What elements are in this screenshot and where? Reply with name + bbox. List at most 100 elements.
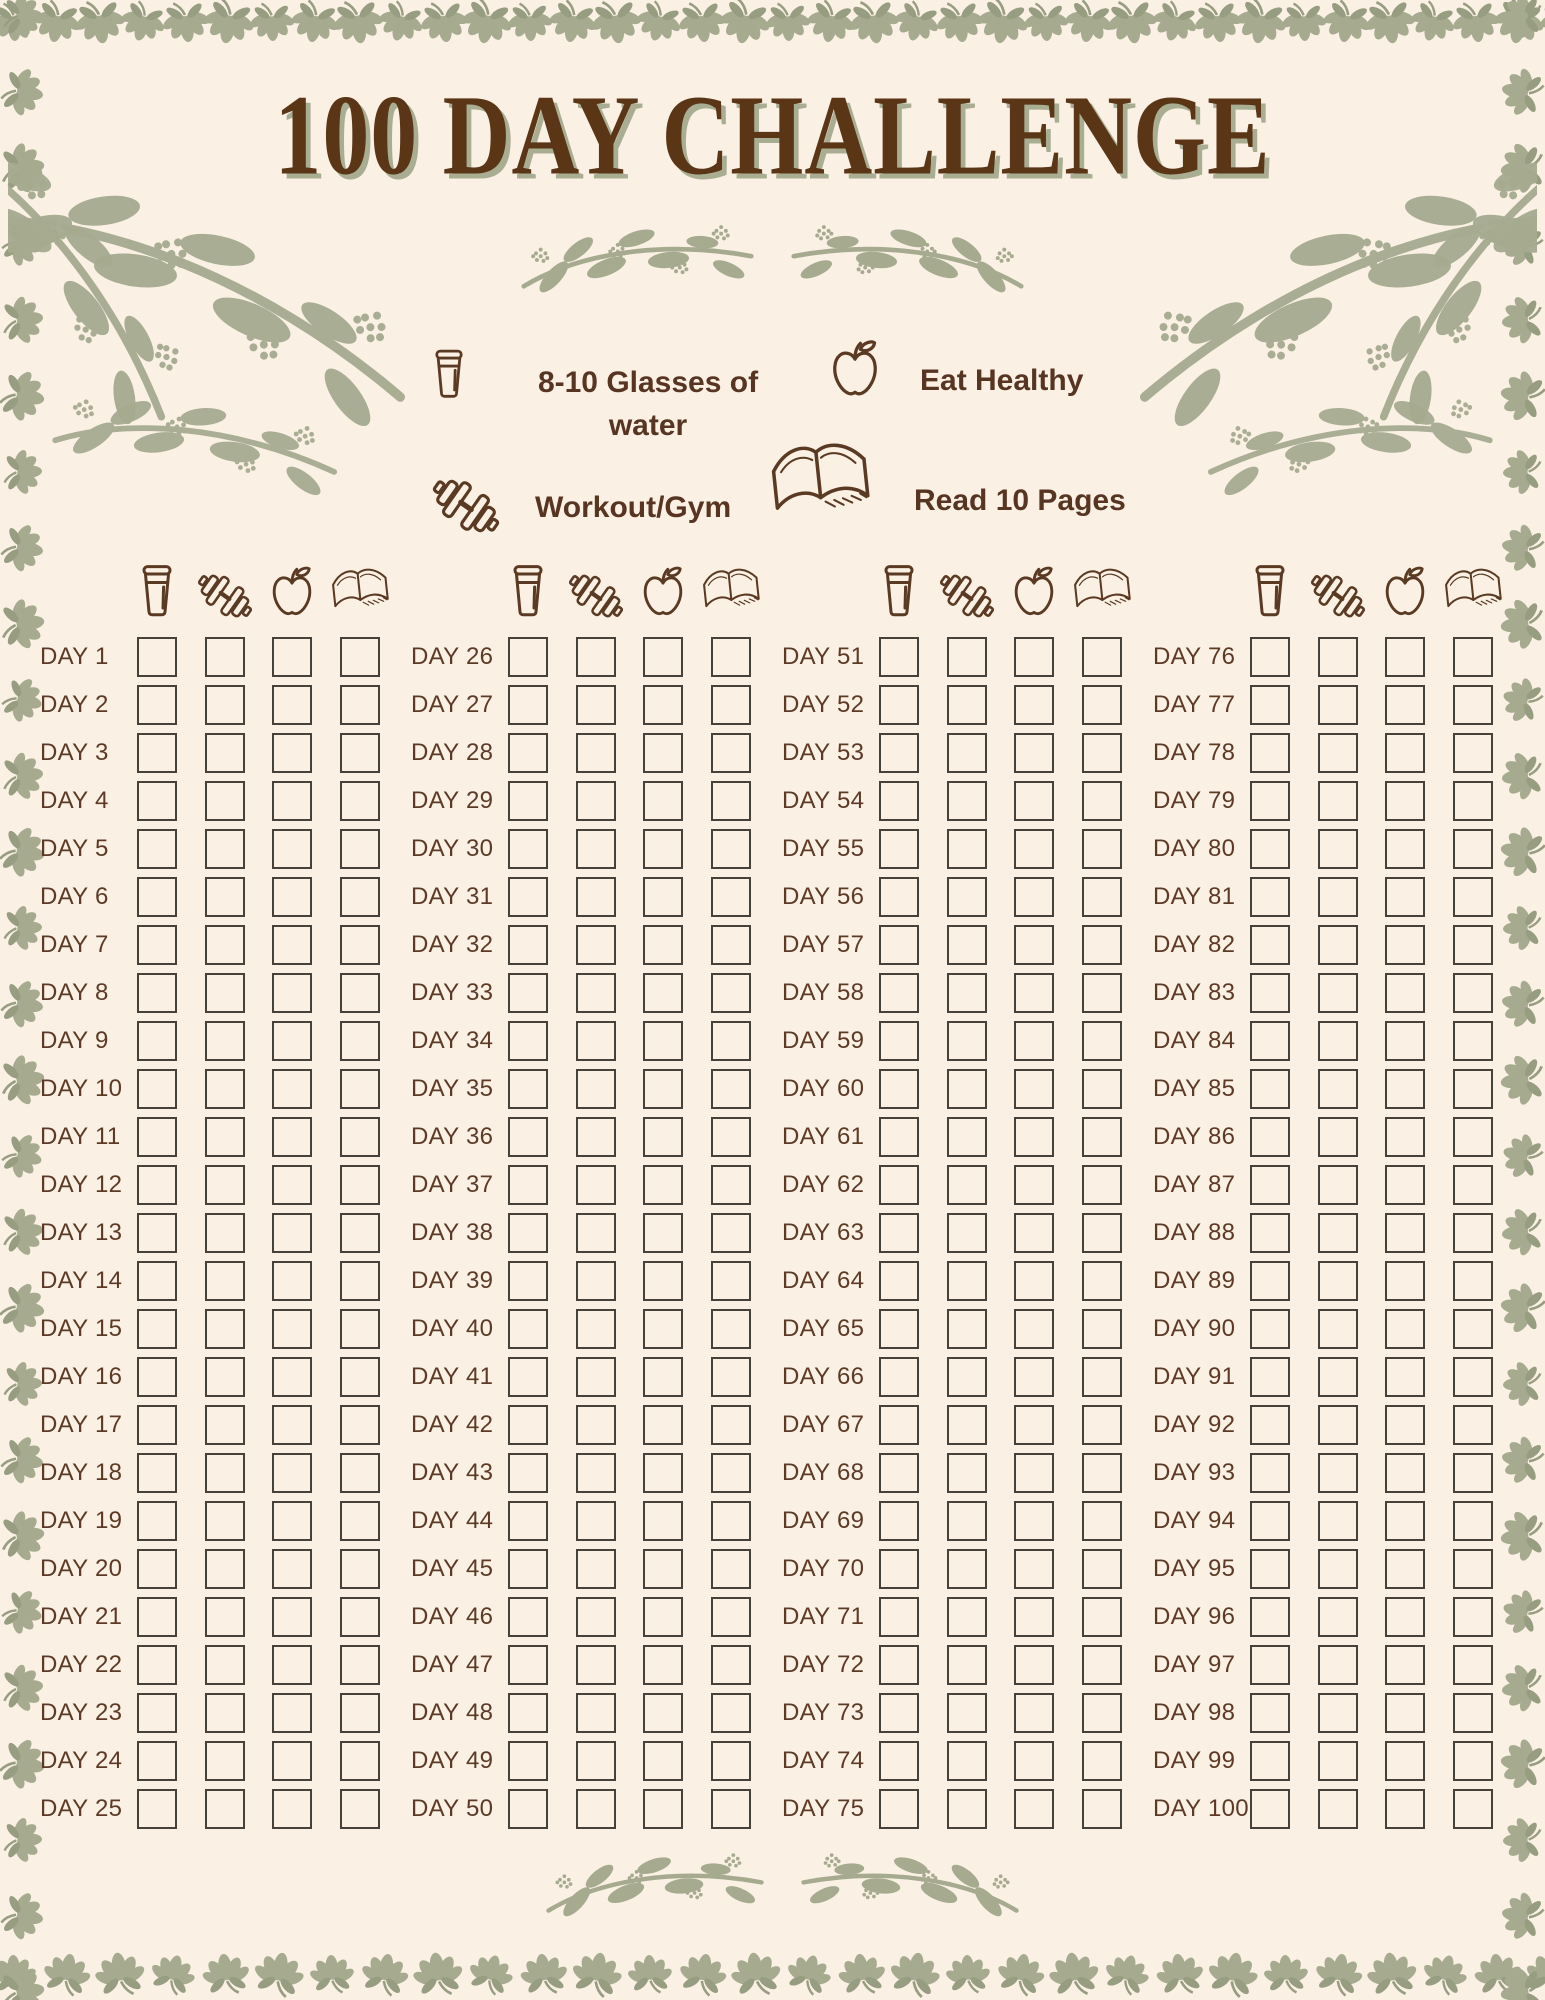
habit-checkbox[interactable] bbox=[340, 1741, 381, 1781]
habit-checkbox[interactable] bbox=[879, 1693, 919, 1733]
habit-checkbox[interactable] bbox=[508, 1789, 548, 1829]
habit-checkbox[interactable] bbox=[272, 1405, 313, 1445]
habit-checkbox[interactable] bbox=[711, 1645, 752, 1685]
habit-checkbox[interactable] bbox=[1453, 1693, 1494, 1733]
habit-checkbox[interactable] bbox=[340, 685, 381, 725]
habit-checkbox[interactable] bbox=[1453, 781, 1494, 821]
habit-checkbox[interactable] bbox=[879, 1069, 919, 1109]
habit-checkbox[interactable] bbox=[946, 1453, 987, 1493]
habit-checkbox[interactable] bbox=[643, 637, 684, 677]
habit-checkbox[interactable] bbox=[340, 1021, 381, 1061]
habit-checkbox[interactable] bbox=[643, 1405, 684, 1445]
habit-checkbox[interactable] bbox=[272, 1597, 313, 1637]
habit-checkbox[interactable] bbox=[204, 685, 245, 725]
habit-checkbox[interactable] bbox=[1082, 829, 1123, 869]
habit-checkbox[interactable] bbox=[204, 733, 245, 773]
habit-checkbox[interactable] bbox=[340, 1165, 381, 1205]
habit-checkbox[interactable] bbox=[1385, 781, 1426, 821]
habit-checkbox[interactable] bbox=[1082, 877, 1123, 917]
habit-checkbox[interactable] bbox=[946, 829, 987, 869]
habit-checkbox[interactable] bbox=[272, 1165, 313, 1205]
habit-checkbox[interactable] bbox=[137, 1117, 177, 1157]
habit-checkbox[interactable] bbox=[946, 1597, 987, 1637]
habit-checkbox[interactable] bbox=[1385, 1117, 1426, 1157]
habit-checkbox[interactable] bbox=[711, 733, 752, 773]
habit-checkbox[interactable] bbox=[711, 829, 752, 869]
habit-checkbox[interactable] bbox=[1385, 637, 1426, 677]
habit-checkbox[interactable] bbox=[1082, 1405, 1123, 1445]
habit-checkbox[interactable] bbox=[1082, 1213, 1123, 1253]
habit-checkbox[interactable] bbox=[1385, 829, 1426, 869]
habit-checkbox[interactable] bbox=[1453, 1357, 1494, 1397]
habit-checkbox[interactable] bbox=[508, 1165, 548, 1205]
habit-checkbox[interactable] bbox=[1317, 1405, 1358, 1445]
habit-checkbox[interactable] bbox=[879, 781, 919, 821]
habit-checkbox[interactable] bbox=[204, 1021, 245, 1061]
habit-checkbox[interactable] bbox=[711, 637, 752, 677]
habit-checkbox[interactable] bbox=[1453, 829, 1494, 869]
habit-checkbox[interactable] bbox=[879, 1453, 919, 1493]
habit-checkbox[interactable] bbox=[340, 1693, 381, 1733]
habit-checkbox[interactable] bbox=[575, 1357, 616, 1397]
habit-checkbox[interactable] bbox=[1250, 1213, 1290, 1253]
habit-checkbox[interactable] bbox=[575, 1261, 616, 1301]
habit-checkbox[interactable] bbox=[272, 1117, 313, 1157]
habit-checkbox[interactable] bbox=[879, 1357, 919, 1397]
habit-checkbox[interactable] bbox=[508, 685, 548, 725]
habit-checkbox[interactable] bbox=[575, 1693, 616, 1733]
habit-checkbox[interactable] bbox=[204, 1261, 245, 1301]
habit-checkbox[interactable] bbox=[575, 1645, 616, 1685]
habit-checkbox[interactable] bbox=[204, 1501, 245, 1541]
habit-checkbox[interactable] bbox=[879, 1549, 919, 1589]
habit-checkbox[interactable] bbox=[204, 1069, 245, 1109]
habit-checkbox[interactable] bbox=[1014, 1597, 1055, 1637]
habit-checkbox[interactable] bbox=[1014, 685, 1055, 725]
habit-checkbox[interactable] bbox=[946, 733, 987, 773]
habit-checkbox[interactable] bbox=[340, 1501, 381, 1541]
habit-checkbox[interactable] bbox=[137, 1789, 177, 1829]
habit-checkbox[interactable] bbox=[879, 1405, 919, 1445]
habit-checkbox[interactable] bbox=[879, 973, 919, 1013]
habit-checkbox[interactable] bbox=[1385, 1069, 1426, 1109]
habit-checkbox[interactable] bbox=[575, 1213, 616, 1253]
habit-checkbox[interactable] bbox=[1014, 1453, 1055, 1493]
habit-checkbox[interactable] bbox=[711, 685, 752, 725]
habit-checkbox[interactable] bbox=[1250, 1549, 1290, 1589]
habit-checkbox[interactable] bbox=[1082, 1693, 1123, 1733]
habit-checkbox[interactable] bbox=[1317, 1597, 1358, 1637]
habit-checkbox[interactable] bbox=[204, 637, 245, 677]
habit-checkbox[interactable] bbox=[643, 1597, 684, 1637]
habit-checkbox[interactable] bbox=[137, 1405, 177, 1445]
habit-checkbox[interactable] bbox=[643, 1165, 684, 1205]
habit-checkbox[interactable] bbox=[272, 877, 313, 917]
habit-checkbox[interactable] bbox=[946, 1165, 987, 1205]
habit-checkbox[interactable] bbox=[643, 1261, 684, 1301]
habit-checkbox[interactable] bbox=[1453, 1261, 1494, 1301]
habit-checkbox[interactable] bbox=[643, 1501, 684, 1541]
habit-checkbox[interactable] bbox=[508, 925, 548, 965]
habit-checkbox[interactable] bbox=[1014, 973, 1055, 1013]
habit-checkbox[interactable] bbox=[272, 1645, 313, 1685]
habit-checkbox[interactable] bbox=[1014, 1693, 1055, 1733]
habit-checkbox[interactable] bbox=[137, 1501, 177, 1541]
habit-checkbox[interactable] bbox=[711, 1309, 752, 1349]
habit-checkbox[interactable] bbox=[946, 1789, 987, 1829]
habit-checkbox[interactable] bbox=[508, 1357, 548, 1397]
habit-checkbox[interactable] bbox=[575, 1021, 616, 1061]
habit-checkbox[interactable] bbox=[1385, 925, 1426, 965]
habit-checkbox[interactable] bbox=[272, 1693, 313, 1733]
habit-checkbox[interactable] bbox=[1385, 1501, 1426, 1541]
habit-checkbox[interactable] bbox=[1082, 637, 1123, 677]
habit-checkbox[interactable] bbox=[946, 781, 987, 821]
habit-checkbox[interactable] bbox=[643, 733, 684, 773]
habit-checkbox[interactable] bbox=[1014, 1645, 1055, 1685]
habit-checkbox[interactable] bbox=[575, 1405, 616, 1445]
habit-checkbox[interactable] bbox=[946, 1261, 987, 1301]
habit-checkbox[interactable] bbox=[1453, 1069, 1494, 1109]
habit-checkbox[interactable] bbox=[137, 973, 177, 1013]
habit-checkbox[interactable] bbox=[711, 781, 752, 821]
habit-checkbox[interactable] bbox=[1453, 1789, 1494, 1829]
habit-checkbox[interactable] bbox=[508, 1501, 548, 1541]
habit-checkbox[interactable] bbox=[340, 1213, 381, 1253]
habit-checkbox[interactable] bbox=[575, 781, 616, 821]
